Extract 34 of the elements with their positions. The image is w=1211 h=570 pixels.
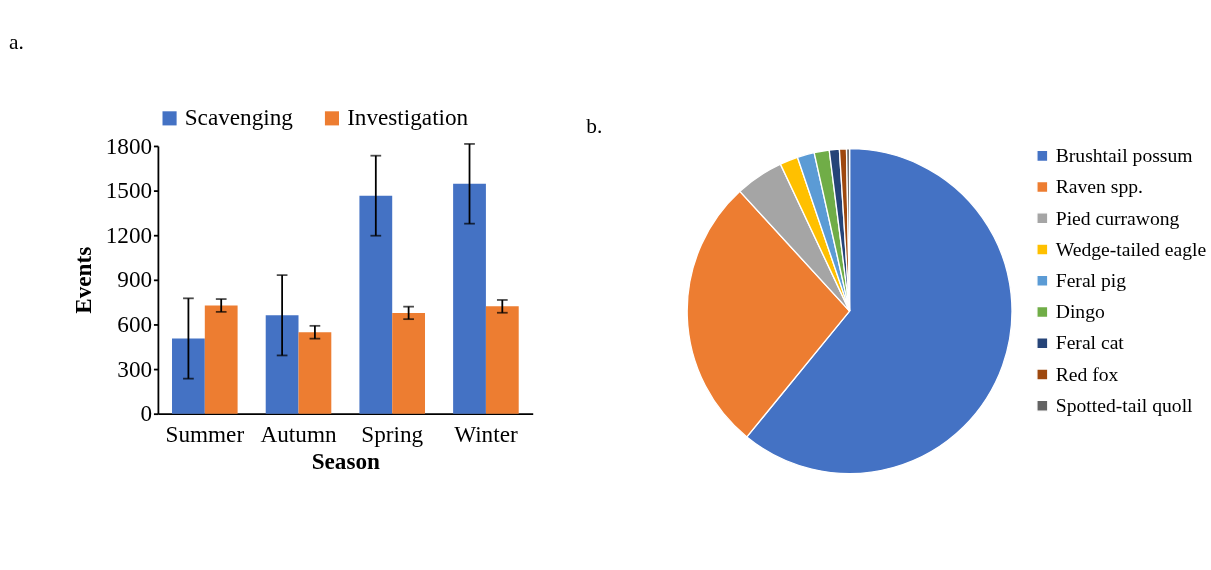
x-tick-label: Summer (165, 420, 245, 447)
y-tick-label: 1200 (105, 221, 153, 248)
chart-title: b. (586, 113, 603, 138)
chart-title: a. (8, 29, 24, 54)
y-tick-label: 300 (117, 355, 153, 382)
y-axis-title: Events (69, 246, 96, 314)
legend-label: Brushtail possum (1055, 145, 1193, 167)
bar (485, 306, 519, 414)
x-axis-title: Season (311, 447, 381, 474)
legend-label: Pied currawong (1055, 207, 1180, 229)
legend-label: Feral pig (1055, 270, 1127, 292)
legend-label: Spotted-tail quoll (1055, 394, 1194, 416)
bar (172, 338, 205, 414)
bar (298, 332, 332, 414)
legend-label: Feral cat (1055, 332, 1125, 354)
x-tick-label: Autumn (260, 420, 337, 447)
legend-label: Raven spp. (1055, 176, 1143, 198)
x-tick-label: Spring (361, 420, 424, 447)
y-tick-label: 0 (140, 400, 153, 427)
legend-label: Scavenging (184, 104, 294, 131)
bar (359, 195, 393, 414)
bar (265, 315, 299, 414)
legend-label: Wedge-tailed eagle (1055, 238, 1207, 260)
legend-label: Dingo (1055, 301, 1105, 323)
y-tick-label: 900 (117, 266, 153, 293)
bar (453, 183, 486, 414)
legend-label: Investigation (347, 104, 469, 131)
y-tick-label: 1500 (105, 177, 153, 204)
y-tick-label: 1800 (105, 132, 153, 159)
bar (392, 312, 426, 414)
bar (204, 305, 238, 414)
y-tick-label: 600 (117, 311, 153, 338)
x-tick-label: Winter (454, 420, 518, 447)
legend-label: Red fox (1055, 363, 1119, 385)
